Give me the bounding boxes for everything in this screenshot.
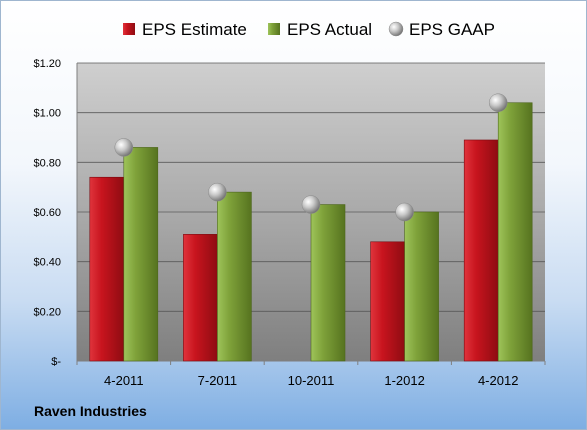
y-tick-label: $- xyxy=(51,356,61,368)
legend-actual-swatch xyxy=(268,23,280,35)
estimate-bar xyxy=(89,176,125,362)
actual-bar xyxy=(497,102,533,362)
legend-gaap-marker xyxy=(388,21,404,37)
x-tick-label: 10-2011 xyxy=(288,373,335,388)
gaap-marker xyxy=(488,93,508,112)
legend-estimate-swatch xyxy=(123,23,135,35)
estimate-bar xyxy=(183,234,218,362)
gaap-marker xyxy=(208,182,227,202)
legend-label: EPS GAAP xyxy=(409,20,495,39)
y-tick-label: $0.80 xyxy=(33,157,61,169)
estimate-bar xyxy=(370,241,405,362)
actual-bar xyxy=(404,211,439,362)
x-tick-label: 1-2012 xyxy=(384,373,424,388)
gaap-marker xyxy=(114,138,134,157)
actual-bar xyxy=(217,191,252,362)
x-tick-label: 4-2011 xyxy=(104,373,144,388)
legend-label: EPS Actual xyxy=(287,20,372,39)
x-tick-label: 4-2012 xyxy=(478,373,518,388)
y-tick-label: $1.20 xyxy=(33,58,61,70)
y-tick-label: $0.40 xyxy=(33,257,61,269)
y-tick-label: $1.00 xyxy=(33,108,61,120)
y-tick-label: $0.20 xyxy=(33,306,61,318)
y-tick-label: $0.60 xyxy=(33,207,61,219)
legend-label: EPS Estimate xyxy=(142,20,247,39)
x-tick-label: 7-2011 xyxy=(198,373,238,388)
gaap-marker xyxy=(301,195,321,214)
company-name: Raven Industries xyxy=(34,403,147,419)
estimate-bar xyxy=(463,139,499,362)
actual-bar xyxy=(123,147,159,362)
gaap-marker xyxy=(395,202,414,222)
actual-bar xyxy=(310,204,346,362)
